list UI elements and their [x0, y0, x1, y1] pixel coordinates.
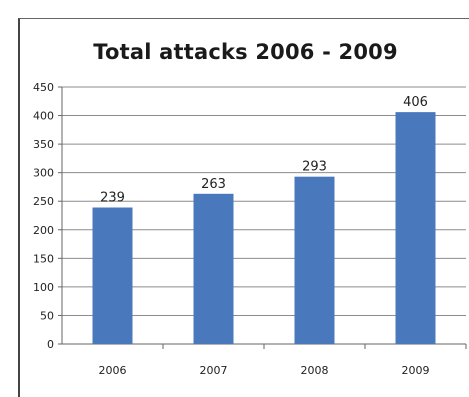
x-tick-label-2008: 2008 [301, 364, 329, 377]
y-tick-label-0: 0 [47, 338, 54, 351]
y-tick-label-150: 150 [33, 252, 54, 265]
chart-title: Total attacks 2006 - 2009 [93, 40, 398, 64]
bar-2008 [294, 176, 335, 344]
y-tick-label-250: 250 [33, 195, 54, 208]
y-tick-label-100: 100 [33, 281, 54, 294]
y-tick-label-400: 400 [33, 110, 54, 123]
x-tick-label-2006: 2006 [99, 364, 127, 377]
y-tick-label-300: 300 [33, 167, 54, 180]
data-label-2008: 293 [302, 160, 327, 175]
x-tick-label-2007: 2007 [200, 364, 228, 377]
y-tick-label-450: 450 [33, 81, 54, 94]
bar-2007 [193, 193, 234, 344]
bar-2009 [395, 112, 436, 344]
y-tick-label-50: 50 [40, 309, 54, 322]
y-tick-label-200: 200 [33, 224, 54, 237]
data-label-2007: 263 [201, 177, 226, 192]
labels: 0 50 100 150 200 250 300 350 400 450 239 2006 263 200… [33, 81, 430, 377]
data-label-2006: 239 [100, 191, 125, 206]
y-tick-label-350: 350 [33, 138, 54, 151]
x-tick-label-2009: 2009 [402, 364, 430, 377]
data-label-2009: 406 [403, 95, 428, 110]
bars [92, 112, 436, 344]
bar-2006 [92, 207, 133, 344]
